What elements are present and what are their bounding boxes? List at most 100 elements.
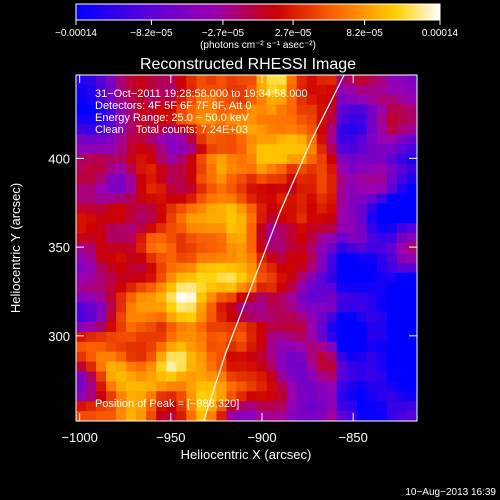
heatmap-cell (376, 233, 388, 244)
heatmap-cell (236, 134, 248, 145)
heatmap-cell (96, 114, 107, 126)
heatmap-cell (206, 322, 218, 333)
heatmap-cell (126, 213, 137, 224)
heatmap-cell (86, 371, 97, 383)
heatmap-cell (406, 193, 417, 205)
heatmap-cell (96, 312, 107, 323)
heatmap-cell (156, 193, 167, 205)
heatmap-cell (346, 173, 358, 185)
heatmap-cell (296, 223, 308, 234)
heatmap-cell (346, 312, 358, 323)
heatmap-cell (256, 322, 268, 333)
heatmap-cell (156, 124, 167, 135)
heatmap-cell (246, 193, 258, 205)
heatmap-cell (406, 94, 417, 106)
heatmap-cell (276, 94, 288, 106)
heatmap-cell (196, 332, 207, 343)
heatmap-cell (106, 114, 117, 126)
heatmap-cell (336, 84, 348, 96)
heatmap-cell (206, 193, 218, 205)
colorbar-unit-label: (photons cm⁻² s⁻¹ asec⁻²) (200, 40, 316, 51)
heatmap-cell (366, 312, 378, 323)
heatmap-cell (216, 322, 228, 333)
heatmap-cell (266, 391, 278, 402)
heatmap-cell (306, 144, 318, 155)
heatmap-cell (316, 154, 328, 165)
heatmap-cell (156, 173, 167, 185)
heatmap-cell (156, 411, 167, 421)
heatmap-cell (276, 124, 288, 135)
heatmap-cell (326, 322, 338, 333)
heatmap-cell (396, 401, 408, 412)
heatmap-cell (216, 371, 228, 383)
heatmap-cell (76, 104, 87, 116)
heatmap-cell (286, 332, 298, 343)
heatmap-cell (336, 134, 348, 145)
heatmap-cell (406, 183, 417, 195)
heatmap-cell (366, 341, 378, 353)
heatmap-cell (386, 173, 398, 185)
heatmap-cell (86, 282, 97, 294)
heatmap-cell (286, 183, 298, 195)
heatmap-cell (296, 351, 308, 363)
heatmap-cell (196, 401, 207, 412)
heatmap-cell (86, 252, 97, 264)
heatmap-cell (186, 213, 197, 224)
heatmap-cell (136, 391, 147, 402)
heatmap-cell (336, 401, 348, 412)
heatmap-cell (406, 252, 417, 264)
heatmap-cell (236, 292, 248, 303)
heatmap-cell (196, 361, 207, 373)
heatmap-cell (406, 203, 417, 214)
heatmap-cell (126, 84, 137, 96)
heatmap-cell (296, 243, 308, 254)
heatmap-cell (386, 154, 398, 165)
heatmap-cell (256, 302, 268, 313)
heatmap-cell (216, 252, 228, 264)
heatmap-cell (76, 312, 87, 323)
heatmap-cell (126, 104, 137, 116)
heatmap-cell (296, 411, 308, 421)
heatmap-cell (166, 193, 177, 205)
heatmap-cell (176, 322, 187, 333)
heatmap-cell (176, 371, 187, 383)
heatmap-cell (376, 411, 388, 421)
heatmap-cell (296, 94, 308, 106)
heatmap-cell (76, 84, 87, 96)
heatmap-cell (216, 381, 228, 392)
heatmap-cell (206, 163, 218, 175)
heatmap-cell (146, 262, 157, 274)
heatmap-cell (136, 351, 147, 363)
heatmap-cell (116, 341, 127, 353)
heatmap-cell (226, 272, 238, 284)
heatmap-cell (396, 302, 408, 313)
heatmap-cell (356, 411, 368, 421)
heatmap-cell (406, 361, 417, 373)
heatmap-cell (356, 183, 368, 195)
heatmap-cell (356, 341, 368, 353)
heatmap-cell (166, 183, 177, 195)
heatmap-cell (326, 223, 338, 234)
heatmap-cell (396, 371, 408, 383)
peak-position-label: Position of Peak = [−988,320] (95, 398, 239, 410)
heatmap-cell (196, 134, 207, 145)
heatmap-cell (126, 312, 137, 323)
heatmap-cell (366, 203, 378, 214)
heatmap-cell (286, 144, 298, 155)
heatmap-cell (296, 371, 308, 383)
heatmap-cell (246, 183, 258, 195)
heatmap-cell (276, 302, 288, 313)
heatmap-cell (316, 233, 328, 244)
heatmap-cell (336, 361, 348, 373)
heatmap-cell (396, 233, 408, 244)
detectors-label: Detectors: 4F 5F 6F 7F 8F, Att 0 (95, 100, 252, 112)
heatmap-cell (246, 332, 258, 343)
heatmap-cell (306, 193, 318, 205)
heatmap-cell (96, 134, 107, 145)
heatmap-cell (156, 302, 167, 313)
heatmap-cell (386, 163, 398, 175)
heatmap-cell (186, 272, 197, 284)
heatmap-cell (376, 292, 388, 303)
heatmap-cell (116, 94, 127, 106)
heatmap-cell (236, 233, 248, 244)
